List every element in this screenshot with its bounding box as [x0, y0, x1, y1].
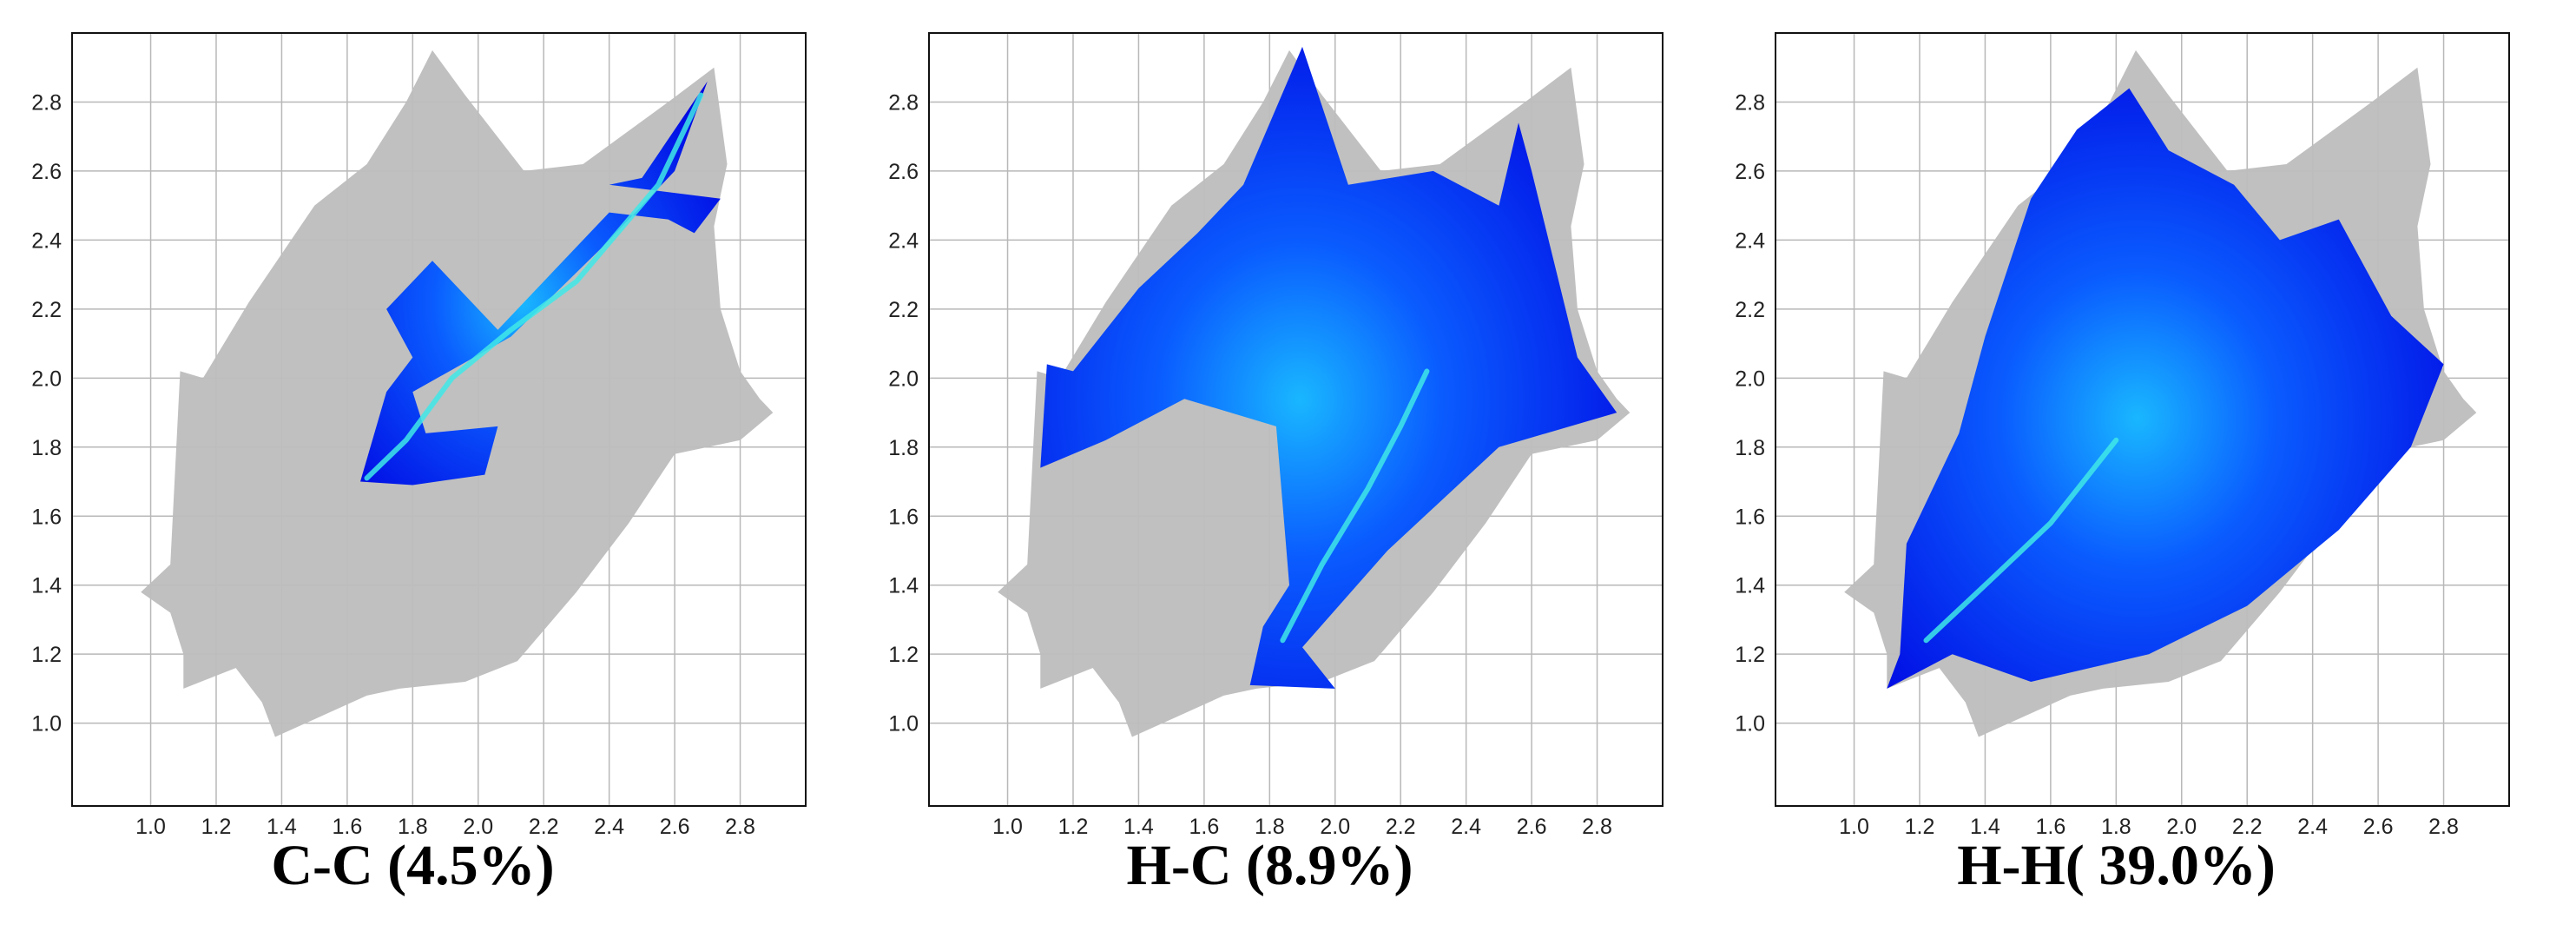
x-tick-label: 1.2	[1058, 815, 1089, 839]
x-tick-label: 2.4	[1451, 815, 1481, 839]
x-tick-label: 2.6	[2363, 815, 2394, 839]
x-tick-label: 1.4	[1970, 815, 2000, 839]
highlight-region	[1040, 46, 1617, 689]
highlight-region	[1887, 88, 2444, 689]
y-tick-label: 1.2	[1735, 643, 1765, 667]
x-tick-label: 2.8	[1582, 815, 1612, 839]
x-tick-label: 1.2	[1905, 815, 1935, 839]
y-tick-label: 2.4	[1735, 228, 1765, 253]
y-tick-label: 2.4	[888, 228, 919, 253]
y-tick-label: 2.8	[31, 90, 62, 115]
panel-title: H-H( 39.0%)	[1957, 834, 2276, 897]
y-tick-label: 1.2	[31, 643, 62, 667]
y-tick-label: 1.4	[888, 574, 919, 598]
y-tick-label: 2.2	[31, 298, 62, 322]
panel-h-h: 1.0 1.2 1.4 1.6 1.8 2.0 2.2 2.4 2.6 2.8 1.0 1.2 1.4 1…	[1735, 32, 2510, 897]
panel-h-c: 1.0 1.2 1.4 1.6 1.8 2.0 2.2 2.4 2.6 2.8 1.0 1.2 1.4 1…	[888, 32, 1664, 897]
y-tick-label: 1.8	[31, 436, 62, 460]
plot-area: 1.0 1.2 1.4 1.6 1.8 2.0 2.2 2.4 2.6 2.8 1.0 1.2 1.4 1…	[888, 32, 1664, 839]
x-tick-label: 1.8	[2101, 815, 2131, 839]
y-tick-label: 1.0	[1735, 712, 1765, 737]
y-tick-label: 1.8	[1735, 436, 1765, 460]
y-tick-label: 2.8	[888, 90, 919, 115]
y-tick-label: 2.8	[1735, 90, 1765, 115]
x-tick-label: 2.4	[594, 815, 624, 839]
hot-streak	[1280, 368, 1430, 644]
hot-streak	[1923, 437, 2119, 644]
plot-area: 1.0 1.2 1.4 1.6 1.8 2.0 2.2 2.4 2.6 2.8 1.0 1.2 1.4 1…	[31, 32, 807, 839]
y-tick-label: 2.2	[1735, 298, 1765, 322]
y-tick-label: 1.6	[888, 505, 919, 529]
x-tick-label: 2.2	[1386, 815, 1416, 839]
y-tick-label: 2.6	[31, 160, 62, 184]
x-tick-label: 2.6	[1517, 815, 1547, 839]
y-tick-label: 1.0	[31, 712, 62, 737]
x-tick-label: 2.2	[2232, 815, 2263, 839]
x-tick-label: 1.0	[1839, 815, 1869, 839]
y-tick-label: 2.4	[31, 228, 62, 253]
hot-streak	[364, 92, 704, 481]
x-tick-label: 1.8	[398, 815, 428, 839]
y-tick-label: 1.6	[31, 505, 62, 529]
y-tick-label: 2.6	[888, 160, 919, 184]
y-tick-label: 2.0	[1735, 367, 1765, 391]
plot-frame	[1775, 32, 2510, 807]
x-tick-label: 1.6	[1189, 815, 1219, 839]
plot-area: 1.0 1.2 1.4 1.6 1.8 2.0 2.2 2.4 2.6 2.8 1.0 1.2 1.4 1…	[1735, 32, 2510, 839]
x-tick-label: 2.4	[2297, 815, 2328, 839]
y-tick-label: 2.0	[888, 367, 919, 391]
x-tick-label: 1.6	[2035, 815, 2065, 839]
x-tick-label: 1.0	[992, 815, 1023, 839]
x-tick-label: 1.0	[135, 815, 166, 839]
y-tick-label: 1.2	[888, 643, 919, 667]
panel-title: H-C (8.9%)	[1127, 834, 1413, 897]
x-tick-label: 1.4	[267, 815, 297, 839]
highlight-region	[360, 81, 721, 486]
y-tick-label: 2.6	[1735, 160, 1765, 184]
x-tick-label: 1.2	[201, 815, 232, 839]
x-tick-label: 2.2	[529, 815, 559, 839]
x-tick-label: 1.4	[1123, 815, 1154, 839]
x-tick-label: 2.8	[725, 815, 755, 839]
panel-title: C-C (4.5%)	[271, 834, 554, 897]
y-tick-label: 1.4	[1735, 574, 1765, 598]
y-tick-label: 1.8	[888, 436, 919, 460]
panel-c-c: 1.0 1.2 1.4 1.6 1.8 2.0 2.2 2.4 2.6 2.8 1.0 1.2 1.4 1…	[31, 32, 807, 897]
x-tick-label: 2.6	[660, 815, 690, 839]
x-tick-label: 2.0	[1320, 815, 1350, 839]
x-tick-label: 2.8	[2428, 815, 2459, 839]
y-tick-label: 2.2	[888, 298, 919, 322]
y-tick-label: 1.6	[1735, 505, 1765, 529]
y-tick-label: 1.4	[31, 574, 62, 598]
x-tick-label: 1.6	[332, 815, 362, 839]
plot-frame	[928, 32, 1664, 807]
y-tick-label: 2.0	[31, 367, 62, 391]
x-tick-label: 2.0	[463, 815, 493, 839]
x-tick-label: 2.0	[2166, 815, 2197, 839]
y-tick-label: 1.0	[888, 712, 919, 737]
x-tick-label: 1.8	[1255, 815, 1285, 839]
plot-frame	[71, 32, 807, 807]
